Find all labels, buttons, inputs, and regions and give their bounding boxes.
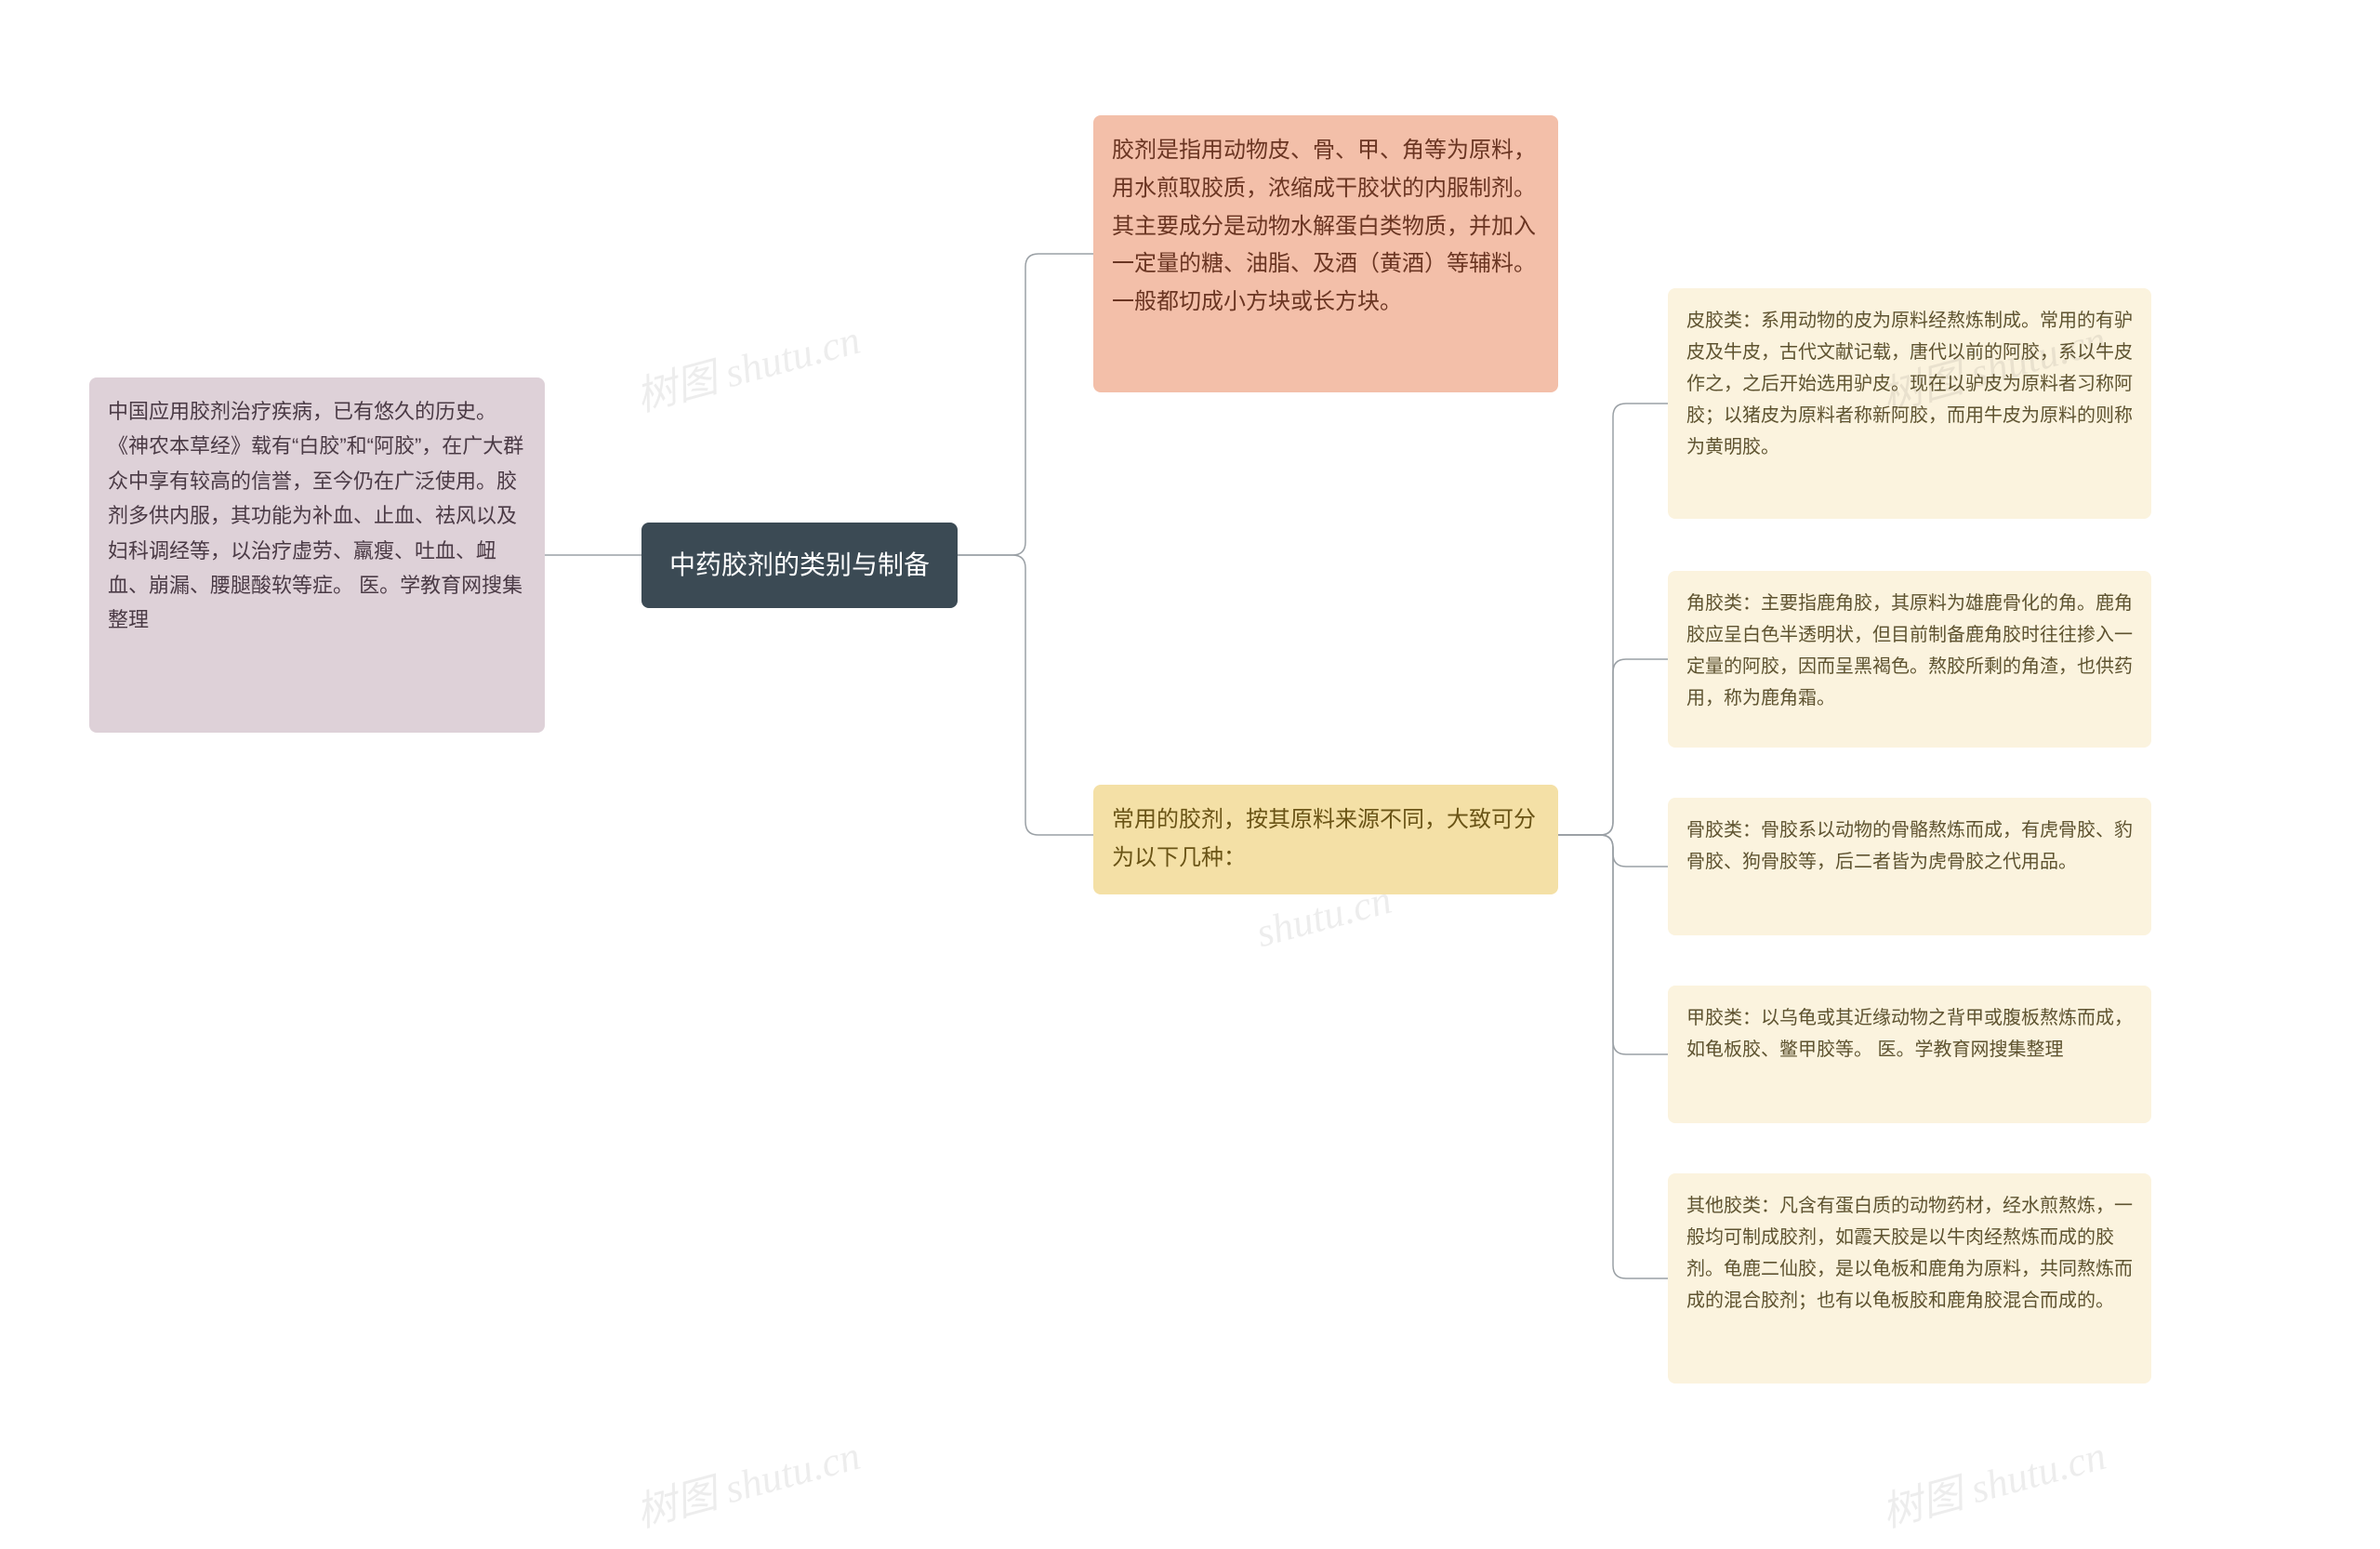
watermark: 树图 shutu.cn bbox=[1874, 1422, 2111, 1539]
other-node: 其他胶类：凡含有蛋白质的动物药材，经水煎熬炼，一般均可制成胶剂，如霞天胶是以牛肉… bbox=[1668, 1173, 2151, 1384]
definition-text: 胶剂是指用动物皮、骨、甲、角等为原料，用水煎取胶质，浓缩成干胶状的内服制剂。其主… bbox=[1112, 138, 1536, 314]
shell-text: 甲胶类：以乌龟或其近缘动物之背甲或腹板熬炼而成，如龟板胶、鳖甲胶等。 医。学教育… bbox=[1686, 1008, 2133, 1060]
skin-text: 皮胶类：系用动物的皮为原料经熬炼制成。常用的有驴皮及牛皮，古代文献记载，唐代以前… bbox=[1686, 311, 2133, 457]
intro-text: 中国应用胶剂治疗疾病，已有悠久的历史。《神农本草经》载有“白胶”和“阿胶”，在广… bbox=[108, 400, 523, 631]
watermark: 树图 shutu.cn bbox=[628, 1422, 866, 1539]
kinds-node: 常用的胶剂，按其原料来源不同，大致可分为以下几种： bbox=[1093, 785, 1558, 894]
horn-text: 角胶类：主要指鹿角胶，其原料为雄鹿骨化的角。鹿角胶应呈白色半透明状，但目前制备鹿… bbox=[1686, 593, 2133, 708]
skin-node: 皮胶类：系用动物的皮为原料经熬炼制成。常用的有驴皮及牛皮，古代文献记载，唐代以前… bbox=[1668, 288, 2151, 519]
root-node: 中药胶剂的类别与制备 bbox=[641, 523, 958, 608]
bone-node: 骨胶类：骨胶系以动物的骨骼熬炼而成，有虎骨胶、豹骨胶、狗骨胶等，后二者皆为虎骨胶… bbox=[1668, 798, 2151, 935]
definition-node: 胶剂是指用动物皮、骨、甲、角等为原料，用水煎取胶质，浓缩成干胶状的内服制剂。其主… bbox=[1093, 115, 1558, 392]
bone-text: 骨胶类：骨胶系以动物的骨骼熬炼而成，有虎骨胶、豹骨胶、狗骨胶等，后二者皆为虎骨胶… bbox=[1686, 820, 2133, 872]
other-text: 其他胶类：凡含有蛋白质的动物药材，经水煎熬炼，一般均可制成胶剂，如霞天胶是以牛肉… bbox=[1686, 1196, 2133, 1311]
intro-node: 中国应用胶剂治疗疾病，已有悠久的历史。《神农本草经》载有“白胶”和“阿胶”，在广… bbox=[89, 377, 545, 733]
horn-node: 角胶类：主要指鹿角胶，其原料为雄鹿骨化的角。鹿角胶应呈白色半透明状，但目前制备鹿… bbox=[1668, 571, 2151, 748]
kinds-text: 常用的胶剂，按其原料来源不同，大致可分为以下几种： bbox=[1112, 807, 1536, 870]
shell-node: 甲胶类：以乌龟或其近缘动物之背甲或腹板熬炼而成，如龟板胶、鳖甲胶等。 医。学教育… bbox=[1668, 986, 2151, 1123]
watermark: 树图 shutu.cn bbox=[628, 306, 866, 423]
root-label: 中药胶剂的类别与制备 bbox=[669, 550, 930, 579]
